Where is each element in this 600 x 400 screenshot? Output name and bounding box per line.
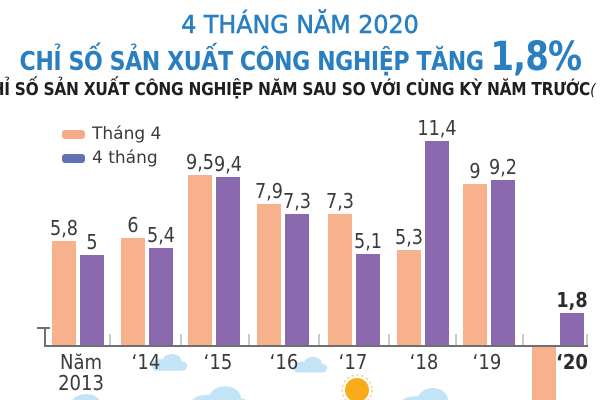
x-axis-label: ‘17 xyxy=(338,350,368,374)
title-year-text: 4 THÁNG NĂM 2020 xyxy=(181,10,419,40)
value-label: 5,1 xyxy=(354,229,382,253)
bar-4thang-4 xyxy=(356,254,380,345)
bar-4thang-7 xyxy=(560,313,584,345)
value-label: 11,4 xyxy=(417,116,457,140)
value-label: 9,4 xyxy=(214,152,242,176)
page-title-line1: 4 THÁNG NĂM 2020 xyxy=(0,10,600,40)
bar-thang4-5 xyxy=(397,250,421,345)
value-label: 1,8 xyxy=(556,288,588,312)
value-label: 9,2 xyxy=(489,155,517,179)
bar-4thang-3 xyxy=(285,214,309,345)
legend-item-4thang: 4 tháng xyxy=(62,148,158,168)
bar-4thang-2 xyxy=(216,177,240,345)
legend-item-thang4: Tháng 4 xyxy=(62,124,161,144)
axis-left-edge xyxy=(44,327,46,345)
value-label: 5,3 xyxy=(395,225,423,249)
bar-4thang-5 xyxy=(425,141,449,345)
x-axis-label: ‘16 xyxy=(269,350,299,374)
bar-4thang-6 xyxy=(491,180,515,345)
legend-swatch-4thang xyxy=(62,153,85,163)
bar-4thang-0 xyxy=(80,255,104,345)
value-label: 7,9 xyxy=(255,179,283,203)
bar-thang4-7 xyxy=(532,347,556,400)
axis-tick xyxy=(318,334,320,345)
value-label: 9,5 xyxy=(186,150,214,174)
bar-thang4-3 xyxy=(257,204,281,345)
axis-tick xyxy=(586,334,588,345)
page-title-line2: CHỈ SỐ SẢN XUẤT CÔNG NGHIỆP TĂNG 1,8% xyxy=(0,34,600,80)
axis-tick xyxy=(455,334,457,345)
value-label: 7,3 xyxy=(326,189,354,213)
bar-thang4-0 xyxy=(52,241,76,345)
title-highlight-value: 1,8% xyxy=(489,34,582,80)
axis-tick xyxy=(109,334,111,345)
x-axis-label: ‘18 xyxy=(409,350,439,374)
bar-4thang-1 xyxy=(149,248,173,345)
bar-thang4-1 xyxy=(121,238,145,345)
x-axis-label: ‘15 xyxy=(203,350,233,374)
axis-tick xyxy=(388,334,390,345)
x-axis-line xyxy=(44,345,588,347)
x-axis-label: Năm 2013 xyxy=(58,350,104,395)
x-axis-label: ‘19 xyxy=(472,350,502,374)
axis-tick xyxy=(248,334,250,345)
axis-tick xyxy=(522,334,524,345)
chart-subtitle-text: CHỈ SỐ SẢN XUẤT CÔNG NGHIỆP NĂM SAU SO V… xyxy=(0,80,600,100)
legend-swatch-thang4 xyxy=(62,129,85,139)
value-label: 5,8 xyxy=(50,216,78,240)
value-label: 9 xyxy=(469,159,481,183)
x-axis-label: ‘14 xyxy=(131,350,161,374)
value-label: 5 xyxy=(86,230,98,254)
value-label: 5,4 xyxy=(147,223,175,247)
legend-label-4thang: 4 tháng xyxy=(92,148,158,168)
legend-label-thang4: Tháng 4 xyxy=(92,124,162,144)
chart-subtitle: CHỈ SỐ SẢN XUẤT CÔNG NGHIỆP NĂM SAU SO V… xyxy=(0,80,600,100)
value-label: 6 xyxy=(127,213,139,237)
title-main-text: CHỈ SỐ SẢN XUẤT CÔNG NGHIỆP TĂNG 1,8% xyxy=(19,34,582,80)
bar-thang4-4 xyxy=(328,214,352,345)
axis-tick xyxy=(180,334,182,345)
chart-subtitle-unit: ( %) xyxy=(590,80,600,99)
title-main-prefix: CHỈ SỐ SẢN XUẤT CÔNG NGHIỆP TĂNG xyxy=(19,47,484,77)
axis-zero-mark xyxy=(37,327,50,329)
value-label: 7,3 xyxy=(283,189,311,213)
x-axis-label: ‘20 xyxy=(556,350,588,374)
bar-thang4-2 xyxy=(188,175,212,345)
bar-thang4-6 xyxy=(463,184,487,345)
chart-subtitle-main: CHỈ SỐ SẢN XUẤT CÔNG NGHIỆP NĂM SAU SO V… xyxy=(0,80,591,100)
